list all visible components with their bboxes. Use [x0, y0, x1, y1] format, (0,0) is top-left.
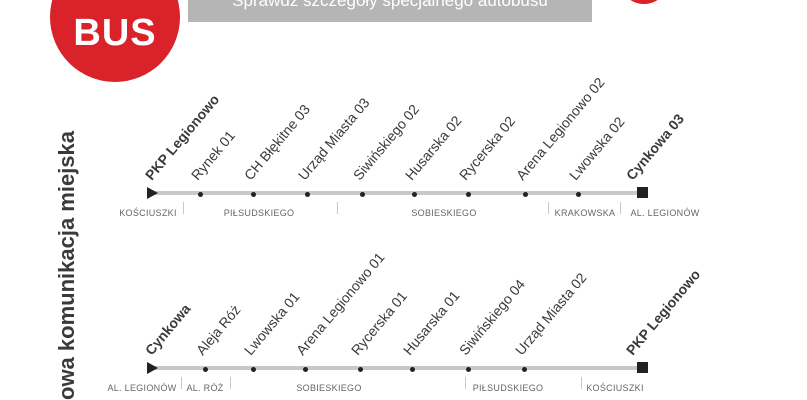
stop-dot [360, 192, 365, 197]
street-name: SOBIESKIEGO [296, 383, 362, 393]
street-name: SOBIESKIEGO [411, 208, 477, 218]
route-line [150, 191, 642, 195]
stop-label[interactable]: Rynek 01 [187, 127, 239, 183]
street-divider [581, 377, 582, 389]
stop-label[interactable]: Cynkowa [141, 300, 194, 358]
info-banner[interactable]: Sprawdź szczegóły specjalnego autobusu [188, 0, 592, 22]
street-divider [181, 377, 182, 389]
street-name: AL. RÓŻ [186, 383, 224, 393]
street-divider [230, 377, 231, 389]
street-name: KOŚCIUSZKI [586, 383, 644, 393]
street-name: PIŁSUDSKIEGO [472, 383, 544, 393]
stop-label[interactable]: Rycerska 02 [455, 113, 519, 183]
end-marker-icon [637, 362, 648, 373]
stop-dot [305, 192, 310, 197]
stop-dot [466, 192, 471, 197]
route-line [150, 366, 642, 370]
street-name: KOŚCIUSZKI [119, 208, 177, 218]
street-divider [620, 202, 621, 214]
side-label: owa komunikacja miejska [54, 130, 79, 400]
stop-dot [251, 192, 256, 197]
stop-label[interactable]: Cynkowa 03 [622, 110, 688, 183]
stop-dot [523, 192, 528, 197]
stop-label[interactable]: Lwowska 02 [565, 113, 628, 183]
stop-dot [466, 367, 471, 372]
street-divider [337, 202, 338, 214]
stop-dot [303, 367, 308, 372]
stop-dot [412, 192, 417, 197]
start-marker-icon [147, 187, 158, 199]
stop-dot [410, 367, 415, 372]
street-name: AL. LEGIONÓW [630, 208, 700, 218]
end-marker-icon [637, 187, 648, 198]
street-name: PIŁSUDSKIEGO [223, 208, 295, 218]
street-name: AL. LEGIONÓW [107, 383, 177, 393]
bus-badge-label: BUS [73, 12, 157, 54]
start-marker-icon [147, 362, 158, 374]
corner-red-circle [624, 0, 664, 4]
street-divider [465, 377, 466, 389]
stop-label[interactable]: PKP Legionowo [622, 266, 704, 358]
stop-dot [522, 367, 527, 372]
stop-dot [576, 192, 581, 197]
stop-dot [251, 367, 256, 372]
street-divider [183, 202, 184, 214]
stop-label[interactable]: Arena Legionowo 02 [512, 74, 608, 183]
stop-dot [358, 367, 363, 372]
street-divider [548, 202, 549, 214]
stop-dot [198, 192, 203, 197]
info-banner-text: Sprawdź szczegóły specjalnego autobusu [232, 0, 548, 10]
street-name: KRAKOWSKA [554, 208, 616, 218]
stop-label[interactable]: Aleja Róż [192, 301, 244, 358]
stop-dot [203, 367, 208, 372]
